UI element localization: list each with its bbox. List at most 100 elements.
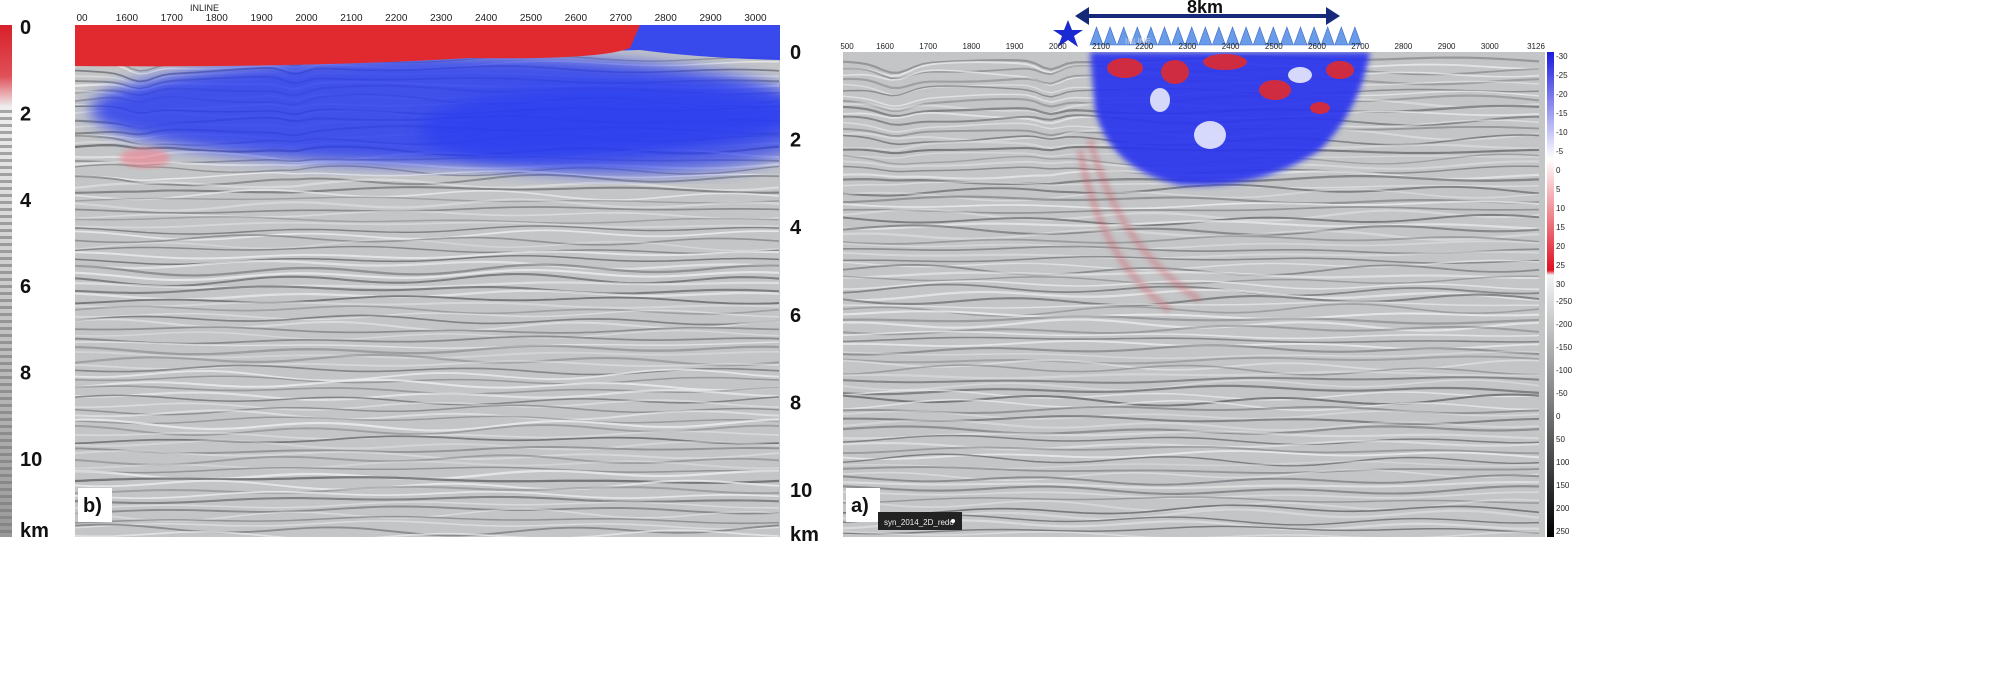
- receiver: [1279, 26, 1294, 46]
- stripe: [0, 264, 12, 267]
- stripe: [0, 474, 12, 477]
- colorbar-tick: 150: [1556, 481, 1570, 490]
- inline-tick: 2100: [1092, 42, 1110, 51]
- colorbar-right: [1547, 52, 1554, 537]
- inline-tick: 1700: [919, 42, 937, 51]
- inline-tick: 1900: [1006, 42, 1024, 51]
- inline-tick: 2400: [1222, 42, 1240, 51]
- stripe: [0, 439, 12, 442]
- inline-tick: 2000: [1049, 42, 1067, 51]
- axis-label: INLINE: [1125, 37, 1151, 46]
- stripe: [0, 341, 12, 344]
- receiver: [1116, 26, 1131, 46]
- inline-tick: 2500: [520, 13, 543, 24]
- colorbar-tick: 0: [1556, 412, 1561, 421]
- depth-unit: km: [20, 520, 49, 542]
- inline-tick: 3126: [1527, 42, 1545, 51]
- stripe: [0, 110, 12, 113]
- stripe: [0, 243, 12, 246]
- stripe: [0, 138, 12, 141]
- colorbar-tick: -5: [1556, 147, 1564, 156]
- stripe: [0, 292, 12, 295]
- stripe: [0, 222, 12, 225]
- receiver: [1211, 26, 1226, 46]
- inline-tick: 2800: [655, 13, 678, 24]
- colorbar-tick: -150: [1556, 343, 1573, 352]
- inline-tick: 2700: [1351, 42, 1369, 51]
- stripe: [0, 509, 12, 512]
- colorbar-tick: 15: [1556, 223, 1565, 232]
- panel-label: a): [851, 495, 869, 517]
- stripe: [0, 348, 12, 351]
- label-box: [78, 488, 112, 522]
- inline-tick: 2700: [610, 13, 633, 24]
- stripe: [0, 187, 12, 190]
- receiver: [1266, 26, 1281, 46]
- receiver: [1184, 26, 1199, 46]
- stripe: [0, 173, 12, 176]
- inline-tick: 2500: [1265, 42, 1283, 51]
- depth-tick: 10: [20, 449, 42, 471]
- inline-tick: 2200: [385, 13, 408, 24]
- colorbar-tick: -100: [1556, 366, 1573, 375]
- inline-tick: 2300: [430, 13, 453, 24]
- stripe: [0, 194, 12, 197]
- receiver: [1089, 26, 1104, 46]
- file-label: syn_2014_2D_redo: [884, 518, 954, 527]
- stripe: [0, 145, 12, 148]
- colorbar-tick: -250: [1556, 297, 1573, 306]
- stripe: [0, 362, 12, 365]
- stripe: [0, 313, 12, 316]
- stripe: [0, 418, 12, 421]
- colorbar-tick: 0: [1556, 166, 1561, 175]
- inline-tick: 1600: [876, 42, 894, 51]
- stripe: [0, 411, 12, 414]
- colorbar-tick: -30: [1556, 52, 1568, 61]
- receiver: [1103, 26, 1118, 46]
- depth-tick: 4: [790, 217, 802, 239]
- inline-tick: 3000: [744, 13, 767, 24]
- stripe: [0, 229, 12, 232]
- stripe: [0, 152, 12, 155]
- stripe: [0, 460, 12, 463]
- stripe: [0, 285, 12, 288]
- receiver: [1130, 26, 1145, 46]
- depth-unit: km: [790, 524, 819, 546]
- receiver: [1347, 26, 1362, 46]
- receiver: [1157, 26, 1172, 46]
- stripe: [0, 299, 12, 302]
- stripe: [0, 481, 12, 484]
- receiver: [1143, 26, 1158, 46]
- stripe: [0, 355, 12, 358]
- colorbar-tick: 50: [1556, 435, 1565, 444]
- stripe: [0, 215, 12, 218]
- inline-tick: 1800: [963, 42, 981, 51]
- stripe: [0, 495, 12, 498]
- inline-tick: 3000: [1481, 42, 1499, 51]
- stripe: [0, 397, 12, 400]
- stripe: [0, 250, 12, 253]
- stripe: [0, 208, 12, 211]
- stripe: [0, 453, 12, 456]
- stripe: [0, 488, 12, 491]
- inline-tick: 00: [76, 13, 88, 24]
- stripe: [0, 425, 12, 428]
- receiver: [1307, 26, 1322, 46]
- panel-a-image: [843, 52, 1545, 537]
- depth-tick: 8: [20, 363, 31, 385]
- scale-label: 8km: [1187, 0, 1223, 17]
- inline-tick: 2200: [1135, 42, 1153, 51]
- inline-tick: 2900: [1438, 42, 1456, 51]
- colorbar-tick: -200: [1556, 320, 1573, 329]
- file-box: [878, 512, 962, 530]
- stripe: [0, 271, 12, 274]
- inline-tick: 2600: [565, 13, 588, 24]
- receiver: [1334, 26, 1349, 46]
- colorbar-tick: -25: [1556, 71, 1568, 80]
- depth-tick: 10: [790, 480, 812, 502]
- stripe: [0, 523, 12, 526]
- stripe: [0, 124, 12, 127]
- depth-tick: 8: [790, 392, 801, 414]
- depth-tick: 6: [20, 276, 31, 298]
- colorbar-tick: 5: [1556, 185, 1561, 194]
